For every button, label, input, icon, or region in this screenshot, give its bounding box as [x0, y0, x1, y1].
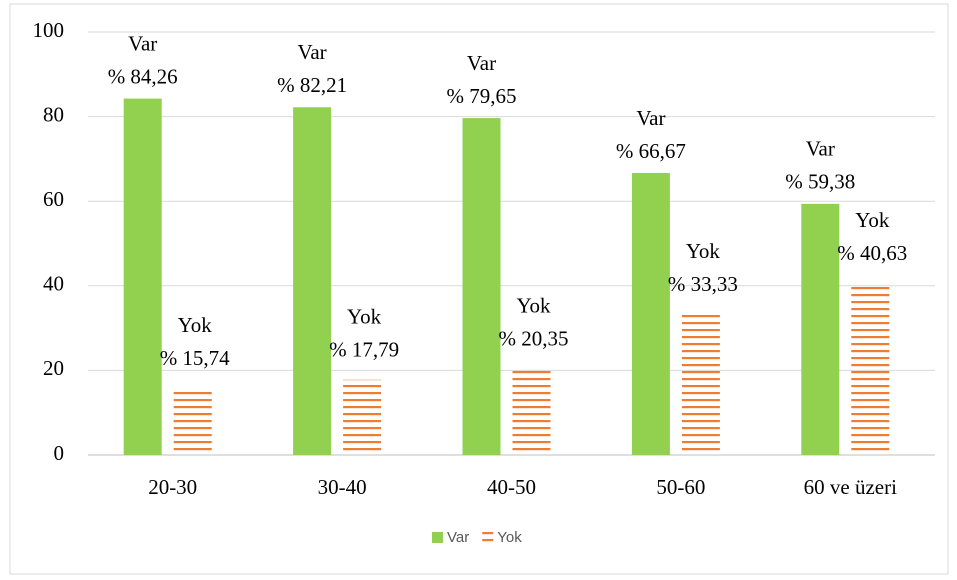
x-tick-label: 60 ve üzeri: [804, 475, 897, 499]
data-label-name: Yok: [855, 208, 890, 232]
y-tick-label: 0: [54, 441, 65, 465]
data-label: % 79,65: [447, 84, 517, 108]
y-tick-label: 40: [43, 272, 64, 296]
data-label: % 59,38: [785, 170, 855, 194]
x-tick-label: 40-50: [487, 475, 536, 499]
data-label-name: Var: [298, 40, 327, 64]
legend-label: Var: [447, 529, 469, 546]
data-label-name: Var: [467, 51, 496, 75]
legend: Var Yok: [432, 529, 522, 546]
x-tick-label: 50-60: [656, 475, 705, 499]
legend-label: Yok: [497, 529, 522, 546]
data-label-name: Var: [806, 137, 835, 161]
bar: [173, 388, 212, 455]
y-tick-label: 100: [33, 18, 65, 42]
y-tick-label: 20: [43, 356, 64, 380]
y-tick-label: 80: [43, 102, 64, 126]
bar: [681, 314, 720, 455]
data-label-name: Var: [128, 31, 157, 55]
data-label-name: Yok: [516, 294, 551, 318]
legend-swatch: [432, 532, 443, 543]
data-label-name: Yok: [347, 305, 382, 329]
data-label: % 84,26: [108, 64, 178, 88]
data-label: % 40,63: [837, 241, 907, 265]
data-label: % 33,33: [668, 272, 738, 296]
data-label-name: Var: [636, 106, 665, 130]
legend-swatch: [482, 532, 494, 543]
data-label: % 15,74: [160, 346, 230, 370]
bar: [512, 368, 551, 455]
bar: [801, 203, 840, 455]
data-label-name: Yok: [686, 239, 721, 263]
data-label: % 82,21: [277, 73, 347, 97]
y-tick-label: 60: [43, 187, 64, 211]
data-label: % 17,79: [329, 338, 399, 362]
bar: [851, 283, 890, 455]
bar: [343, 379, 382, 455]
x-tick-label: 20-30: [148, 475, 197, 499]
x-tick-label: 30-40: [318, 475, 367, 499]
bar: [462, 118, 501, 455]
bar: [123, 98, 162, 455]
bar: [631, 172, 670, 455]
bar: [293, 107, 332, 455]
data-label: % 20,35: [499, 327, 569, 351]
data-label: % 66,67: [616, 139, 686, 163]
data-label-name: Yok: [178, 313, 213, 337]
